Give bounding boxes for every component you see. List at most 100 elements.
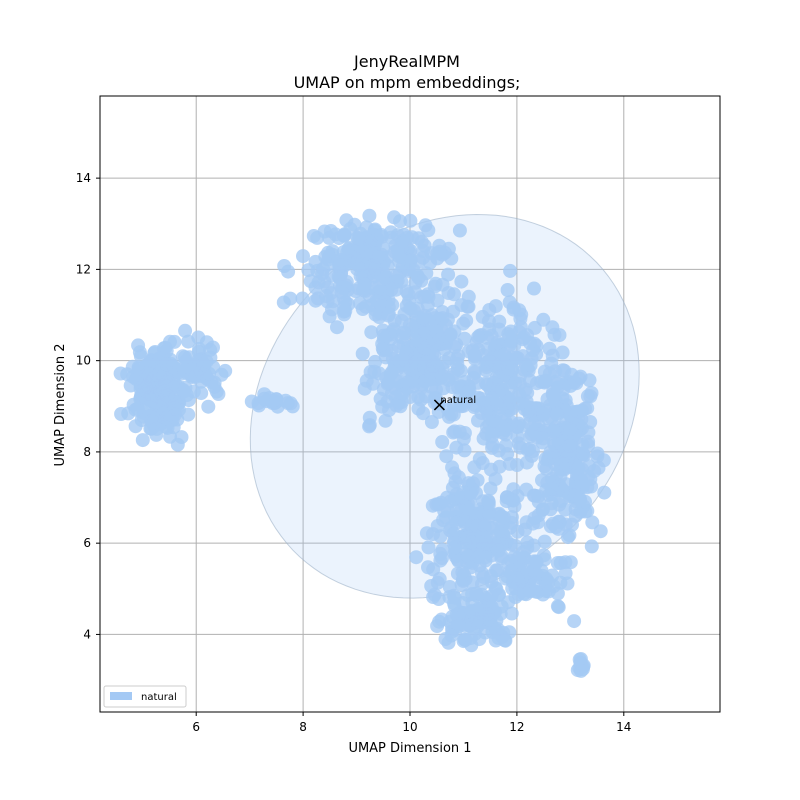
scatter-point <box>484 462 498 477</box>
scatter-point <box>472 451 487 466</box>
scatter-point <box>485 437 500 452</box>
legend-box <box>103 685 187 708</box>
scatter-point <box>356 283 371 298</box>
scatter-point <box>350 258 365 272</box>
scatter-point <box>576 658 591 673</box>
scatter-point <box>467 365 482 380</box>
scatter-point <box>362 418 377 433</box>
scatter-point <box>430 293 445 308</box>
scatter-point <box>330 320 344 335</box>
scatter-point <box>500 569 515 584</box>
scatter-point <box>513 440 528 455</box>
scatter-point <box>550 407 565 422</box>
scatter-point <box>416 326 431 341</box>
scatter-point <box>502 456 517 471</box>
scatter-point <box>447 324 462 339</box>
scatter-point <box>508 538 523 553</box>
scatter-point <box>382 403 396 418</box>
scatter-point <box>478 550 492 565</box>
x-tick-label: 12 <box>509 720 524 734</box>
scatter-point <box>484 599 499 614</box>
scatter-point <box>527 554 541 569</box>
plot-area: natural 6 8 10 12 14 4 6 8 10 12 14 <box>76 95 721 734</box>
scatter-point <box>483 481 498 496</box>
scatter-point <box>526 538 541 553</box>
scatter-point <box>424 246 439 261</box>
scatter-point <box>529 376 544 391</box>
scatter-point <box>403 301 418 316</box>
scatter-point <box>497 347 512 362</box>
scatter-point <box>174 430 189 445</box>
y-tick-label: 8 <box>83 445 91 459</box>
scatter-point <box>432 396 447 411</box>
scatter-point <box>581 438 596 453</box>
scatter-point <box>460 299 475 314</box>
scatter-point <box>481 495 496 510</box>
scatter-point <box>547 423 562 438</box>
scatter-point <box>318 249 333 264</box>
scatter-point <box>426 590 441 604</box>
scatter-point <box>506 482 521 497</box>
scatter-point <box>479 376 493 391</box>
scatter-point <box>366 258 381 273</box>
scatter-point <box>170 412 185 427</box>
scatter-point <box>535 502 550 517</box>
scatter-point <box>562 438 577 453</box>
scatter-point <box>396 325 411 340</box>
scatter-point <box>490 335 505 350</box>
scatter-point <box>580 480 595 495</box>
scatter-point <box>434 612 449 627</box>
scatter-point <box>518 522 532 537</box>
scatter-points <box>113 208 612 678</box>
scatter-point <box>401 287 416 302</box>
scatter-point <box>551 600 566 615</box>
scatter-point <box>523 358 538 373</box>
scatter-point <box>403 390 418 404</box>
scatter-point <box>555 345 570 360</box>
scatter-point <box>531 489 546 504</box>
scatter-point <box>543 445 558 460</box>
scatter-point <box>506 493 521 508</box>
scatter-point <box>357 381 372 396</box>
scatter-point <box>482 505 496 520</box>
scatter-point <box>571 461 586 476</box>
scatter-point <box>276 295 291 310</box>
scatter-point <box>244 394 259 409</box>
scatter-point <box>475 529 490 544</box>
scatter-point <box>479 426 494 441</box>
scatter-point <box>201 399 216 414</box>
scatter-point <box>405 230 420 245</box>
scatter-point <box>310 230 325 245</box>
scatter-point <box>523 429 538 444</box>
scatter-point <box>432 571 447 586</box>
scatter-point <box>308 280 323 295</box>
scatter-point <box>566 375 581 390</box>
chart-title-line2: UMAP on mpm embeddings; <box>294 73 521 92</box>
scatter-point <box>184 362 199 377</box>
scatter-point <box>446 367 461 382</box>
scatter-point <box>125 359 140 374</box>
scatter-point <box>363 234 378 249</box>
scatter-point <box>568 488 583 503</box>
scatter-point <box>464 605 479 619</box>
scatter-point <box>511 551 526 566</box>
scatter-point <box>439 449 454 464</box>
scatter-point <box>501 327 516 342</box>
scatter-point <box>546 474 561 489</box>
scatter-point <box>389 269 404 284</box>
scatter-point <box>426 358 441 373</box>
scatter-point <box>451 616 466 631</box>
scatter-point <box>545 320 560 335</box>
scatter-point <box>567 614 582 629</box>
scatter-point <box>584 539 599 554</box>
scatter-point <box>523 584 538 599</box>
scatter-point <box>565 517 579 532</box>
scatter-point <box>514 419 528 434</box>
scatter-point <box>355 346 370 361</box>
scatter-point <box>351 231 366 246</box>
scatter-point <box>144 414 159 428</box>
scatter-point <box>427 311 442 326</box>
scatter-point <box>419 526 434 541</box>
scatter-point <box>583 415 598 429</box>
scatter-point <box>416 311 431 326</box>
